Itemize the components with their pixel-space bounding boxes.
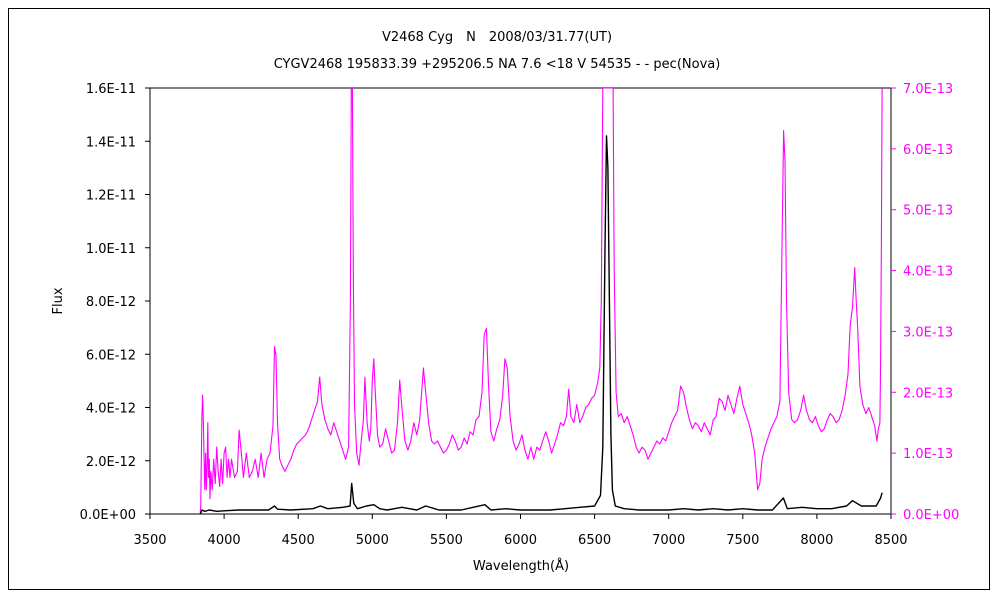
x-tick-label: 4500 <box>282 533 315 548</box>
x-tick-label: 7500 <box>726 533 759 548</box>
x-tick-label: 8500 <box>874 533 907 548</box>
left-tick-label: 0.0E+00 <box>80 508 136 523</box>
x-tick-label: 7000 <box>652 533 685 548</box>
chart-subtitle: CYGV2468 195833.39 +295206.5 NA 7.6 <18 … <box>274 57 721 72</box>
right-tick-label: 2.0E-13 <box>903 386 953 401</box>
left-tick-label: 2.0E-12 <box>86 455 136 470</box>
right-tick-label: 7.0E-13 <box>903 82 953 97</box>
series-layer <box>199 88 883 514</box>
x-tick-label: 6000 <box>504 533 537 548</box>
x-axis-ticks: 3500 4000 4500 5000 5500 6000 6500 7000 7500 8000… <box>133 514 908 548</box>
chart-title: V2468 Cyg N 2008/03/31.77(UT) <box>382 30 612 45</box>
left-tick-label: 6.0E-12 <box>86 348 136 363</box>
series-line-left-axis <box>199 135 883 514</box>
left-tick-label: 8.0E-12 <box>86 295 136 310</box>
left-tick-label: 1.2E-11 <box>86 189 136 204</box>
left-tick-label: 1.6E-11 <box>86 82 136 97</box>
x-tick-label: 8000 <box>800 533 833 548</box>
x-tick-label: 6500 <box>578 533 611 548</box>
right-tick-label: 6.0E-13 <box>903 143 953 158</box>
right-tick-label: 1.0E-13 <box>903 447 953 462</box>
right-axis-ticks: 0.0E+00 1.0E-13 2.0E-13 3.0E-13 4.0E-13 5.0E-… <box>891 82 959 523</box>
right-tick-label: 4.0E-13 <box>903 265 953 280</box>
chart-frame <box>8 8 990 590</box>
plot-area <box>149 87 892 515</box>
series-line-right-axis <box>199 88 883 514</box>
x-axis-label: Wavelength(Å) <box>473 558 569 574</box>
x-tick-label: 5500 <box>430 533 463 548</box>
left-axis-ticks: 0.0E+00 2.0E-12 4.0E-12 6.0E-12 8.0E-12 1.0E-… <box>80 82 150 523</box>
right-tick-label: 5.0E-13 <box>903 204 953 219</box>
x-tick-label: 4000 <box>208 533 241 548</box>
right-tick-label: 3.0E-13 <box>903 325 953 340</box>
y-axis-label: Flux <box>51 287 66 314</box>
left-tick-label: 1.0E-11 <box>86 242 136 257</box>
x-tick-label: 5000 <box>356 533 389 548</box>
left-tick-label: 4.0E-12 <box>86 402 136 417</box>
right-tick-label: 0.0E+00 <box>903 508 959 523</box>
x-tick-label: 3500 <box>133 533 166 548</box>
left-tick-label: 1.4E-11 <box>86 135 136 150</box>
